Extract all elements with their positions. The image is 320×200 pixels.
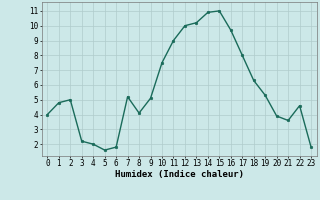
X-axis label: Humidex (Indice chaleur): Humidex (Indice chaleur) (115, 170, 244, 179)
